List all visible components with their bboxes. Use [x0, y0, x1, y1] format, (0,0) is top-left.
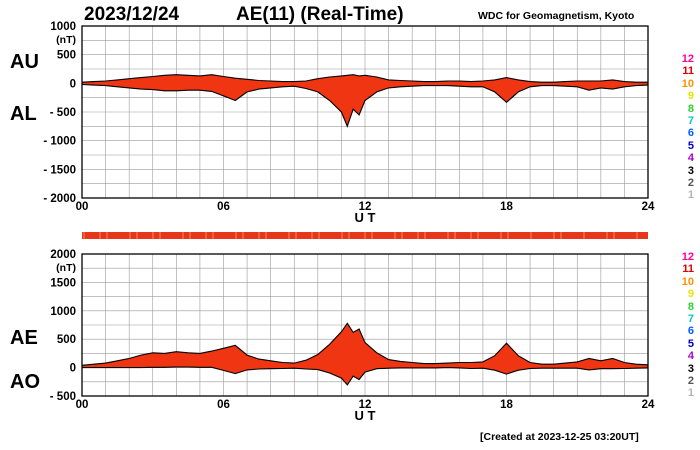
panel-bottom: 2000 1500 1000 500 0 - 500 (nT) 00 06 12 18 24 U T — [50, 249, 655, 423]
hour-legend-item: 12 — [681, 251, 694, 263]
y-tick-label: - 1500 — [43, 164, 76, 176]
au-series-line — [81, 74, 648, 83]
x-tick-label: 18 — [500, 399, 513, 411]
x-tick-label: 06 — [217, 201, 230, 213]
hour-legend-top: 12 11 10 9 8 7 6 5 4 3 2 1 — [664, 53, 694, 202]
y-tick-label: 0 — [70, 363, 76, 375]
y-tick-label: 500 — [57, 50, 76, 62]
x-tick-label: 24 — [642, 399, 655, 411]
source-label: WDC for Geomagnetism, Kyoto — [478, 10, 635, 22]
hour-legend-item: 3 — [687, 362, 694, 375]
y-tick-label: 1500 — [50, 277, 76, 289]
hour-legend-bottom: 12 11 10 9 8 7 6 5 4 3 2 1 — [664, 251, 694, 400]
hour-legend-item: 6 — [687, 325, 694, 338]
x-tick-label: 00 — [76, 201, 89, 213]
hour-legend-item: 1 — [687, 387, 694, 400]
hour-legend-item: 10 — [681, 275, 694, 288]
x-tick-label: 18 — [500, 201, 513, 213]
hour-legend-item: 4 — [687, 152, 694, 165]
y-tick-label: - 2000 — [43, 193, 76, 205]
hour-legend-item: 2 — [687, 177, 694, 190]
x-tick-label: 00 — [76, 399, 89, 411]
x-axis-label: U T — [355, 408, 376, 423]
hour-legend-item: 12 — [681, 53, 694, 65]
y-tick-label: - 500 — [50, 391, 76, 403]
y-tick-label: 2000 — [50, 249, 76, 261]
y-tick-label: - 1000 — [43, 136, 76, 148]
hour-legend-item: 11 — [682, 263, 694, 276]
ae-label: AE — [10, 327, 38, 349]
x-tick-label: 12 — [359, 201, 372, 213]
hour-legend-item: 9 — [687, 90, 694, 103]
chart-title: AE(11) (Real-Time) — [236, 4, 404, 25]
hour-legend-item: 7 — [687, 115, 694, 128]
x-tick-label: 12 — [359, 399, 372, 411]
hour-legend-item: 7 — [687, 313, 694, 326]
hour-legend-item: 8 — [687, 102, 694, 115]
date-label: 2023/12/24 — [84, 4, 180, 25]
panel-top: 1000 500 0 - 500 - 1000 - 1500 - 2000 (nT) 00 06 1… — [43, 21, 655, 225]
hour-legend-item: 9 — [687, 288, 694, 301]
hour-legend-item: 1 — [687, 189, 694, 202]
x-tick-label: 06 — [217, 399, 230, 411]
hour-legend-item: 11 — [682, 65, 694, 78]
y-tick-label: - 500 — [50, 107, 76, 119]
hour-legend-item: 2 — [687, 375, 694, 388]
x-axis-label: U T — [355, 210, 376, 225]
plot-frame — [81, 253, 649, 397]
hour-legend-item: 5 — [687, 337, 694, 350]
y-tick-label: 500 — [57, 334, 76, 346]
hour-legend-item: 3 — [687, 164, 694, 177]
au-label: AU — [10, 51, 39, 73]
hour-legend-item: 10 — [681, 77, 694, 90]
ae-ao-area — [82, 323, 648, 385]
ao-label: AO — [10, 371, 40, 393]
al-series-line — [81, 83, 649, 128]
hour-legend-item: 6 — [687, 127, 694, 140]
al-label: AL — [10, 103, 37, 125]
hour-legend-item: 8 — [687, 300, 694, 313]
x-tick-label: 24 — [642, 201, 655, 213]
hour-legend-item: 5 — [687, 139, 694, 152]
units-label: (nT) — [56, 262, 76, 274]
ae-series-line — [81, 322, 649, 366]
plot-frame — [81, 25, 649, 199]
created-timestamp: [Created at 2023-12-25 03:20UT] — [480, 431, 639, 443]
y-tick-label: 1000 — [50, 21, 76, 33]
hour-legend-item: 4 — [687, 350, 694, 363]
units-label: (nT) — [56, 34, 76, 46]
y-tick-label: 1000 — [50, 306, 76, 318]
quality-bar — [82, 232, 648, 239]
y-tick-label: 0 — [70, 78, 76, 90]
ao-series-line — [82, 366, 649, 386]
